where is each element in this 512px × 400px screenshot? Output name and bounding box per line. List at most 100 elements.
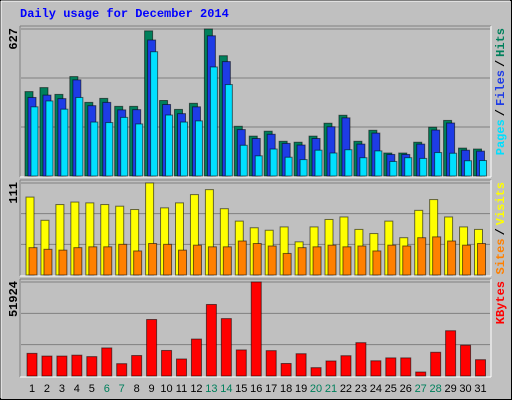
bar — [146, 319, 158, 377]
bar — [432, 236, 442, 276]
bar — [205, 303, 217, 377]
bar — [28, 247, 38, 276]
bar — [342, 246, 352, 276]
bar — [86, 356, 98, 377]
bar — [267, 245, 277, 276]
bar — [310, 367, 322, 377]
bar — [161, 349, 173, 377]
bar — [103, 246, 113, 276]
bar — [165, 114, 174, 177]
bar — [163, 243, 173, 276]
x-tick-label: 22 — [340, 383, 352, 395]
bar — [419, 157, 428, 177]
y-tick-label: 627 — [7, 28, 21, 50]
bar — [235, 349, 247, 377]
bar — [222, 246, 232, 276]
x-tick-label: 21 — [325, 383, 337, 395]
legend-separator: / — [494, 109, 508, 116]
bar — [479, 160, 487, 177]
bar — [327, 244, 337, 276]
bar — [239, 144, 248, 177]
x-tick-label: 19 — [295, 383, 307, 395]
bar — [385, 357, 397, 377]
bar — [101, 347, 113, 377]
x-tick-label: 1 — [29, 383, 35, 395]
bar — [43, 248, 53, 276]
bar — [329, 152, 338, 177]
legend-entry: Files — [494, 70, 508, 106]
bar — [220, 318, 232, 377]
x-tick-label: 31 — [474, 383, 486, 395]
bar — [56, 355, 68, 377]
bar — [194, 120, 203, 177]
bar — [60, 108, 69, 177]
bar — [252, 243, 262, 276]
bar — [477, 243, 486, 276]
bar — [224, 84, 233, 177]
x-tick-label: 24 — [370, 383, 382, 395]
bar — [118, 243, 128, 276]
bar — [209, 66, 218, 177]
bar — [314, 149, 323, 177]
bar — [434, 152, 443, 177]
bar — [131, 355, 143, 377]
legend: Pages / Files / Hits — [494, 28, 508, 155]
bar — [430, 351, 442, 377]
bar — [297, 247, 307, 276]
x-tick-label: 27 — [415, 383, 427, 395]
bar — [344, 149, 353, 177]
bar — [357, 245, 367, 276]
x-tick-label: 18 — [280, 383, 292, 395]
bar — [41, 355, 53, 377]
bar — [460, 344, 472, 377]
bar — [417, 237, 427, 276]
bar — [250, 281, 262, 377]
legend-entry: Pages — [494, 119, 508, 155]
bar — [135, 123, 144, 177]
legend-separator: / — [494, 60, 508, 67]
bar — [462, 244, 472, 276]
y-tick-label: 51924 — [7, 281, 21, 317]
bar — [254, 155, 263, 177]
y-tick-label: 111 — [7, 182, 21, 204]
bar — [404, 157, 413, 177]
x-tick-label: 20 — [310, 383, 322, 395]
bar — [449, 152, 458, 177]
x-tick-label: 7 — [119, 383, 125, 395]
legend: KBytes — [494, 281, 508, 324]
bar — [150, 51, 159, 177]
x-tick-label: 6 — [104, 383, 110, 395]
bar — [372, 250, 382, 276]
bar — [148, 243, 158, 276]
bar — [178, 249, 187, 276]
legend-entry: Visits — [494, 182, 508, 225]
x-tick-label: 11 — [176, 383, 187, 395]
x-tick-label: 26 — [400, 383, 412, 395]
bar — [445, 330, 457, 377]
bar — [45, 100, 54, 177]
bar — [280, 363, 292, 377]
x-tick-label: 4 — [74, 383, 80, 395]
legend-separator: / — [494, 228, 508, 235]
bar — [312, 246, 322, 276]
bar — [284, 156, 293, 177]
legend-entry: Sites — [494, 238, 508, 274]
bar — [447, 240, 457, 276]
x-tick-label: 8 — [134, 383, 140, 395]
bar — [475, 359, 486, 377]
chart-title: Daily usage for December 2014 — [20, 7, 229, 21]
x-tick-label: 28 — [430, 383, 442, 395]
bar — [269, 148, 278, 177]
x-tick-label: 23 — [355, 383, 367, 395]
bar — [237, 240, 247, 276]
legend-entry: KBytes — [494, 281, 508, 324]
bar — [58, 249, 68, 276]
bar — [133, 250, 143, 276]
x-tick-label: 29 — [444, 383, 456, 395]
x-tick-label: 2 — [44, 383, 50, 395]
bar — [190, 338, 202, 377]
bar — [415, 371, 427, 377]
bar — [389, 160, 398, 177]
bar — [340, 355, 352, 377]
